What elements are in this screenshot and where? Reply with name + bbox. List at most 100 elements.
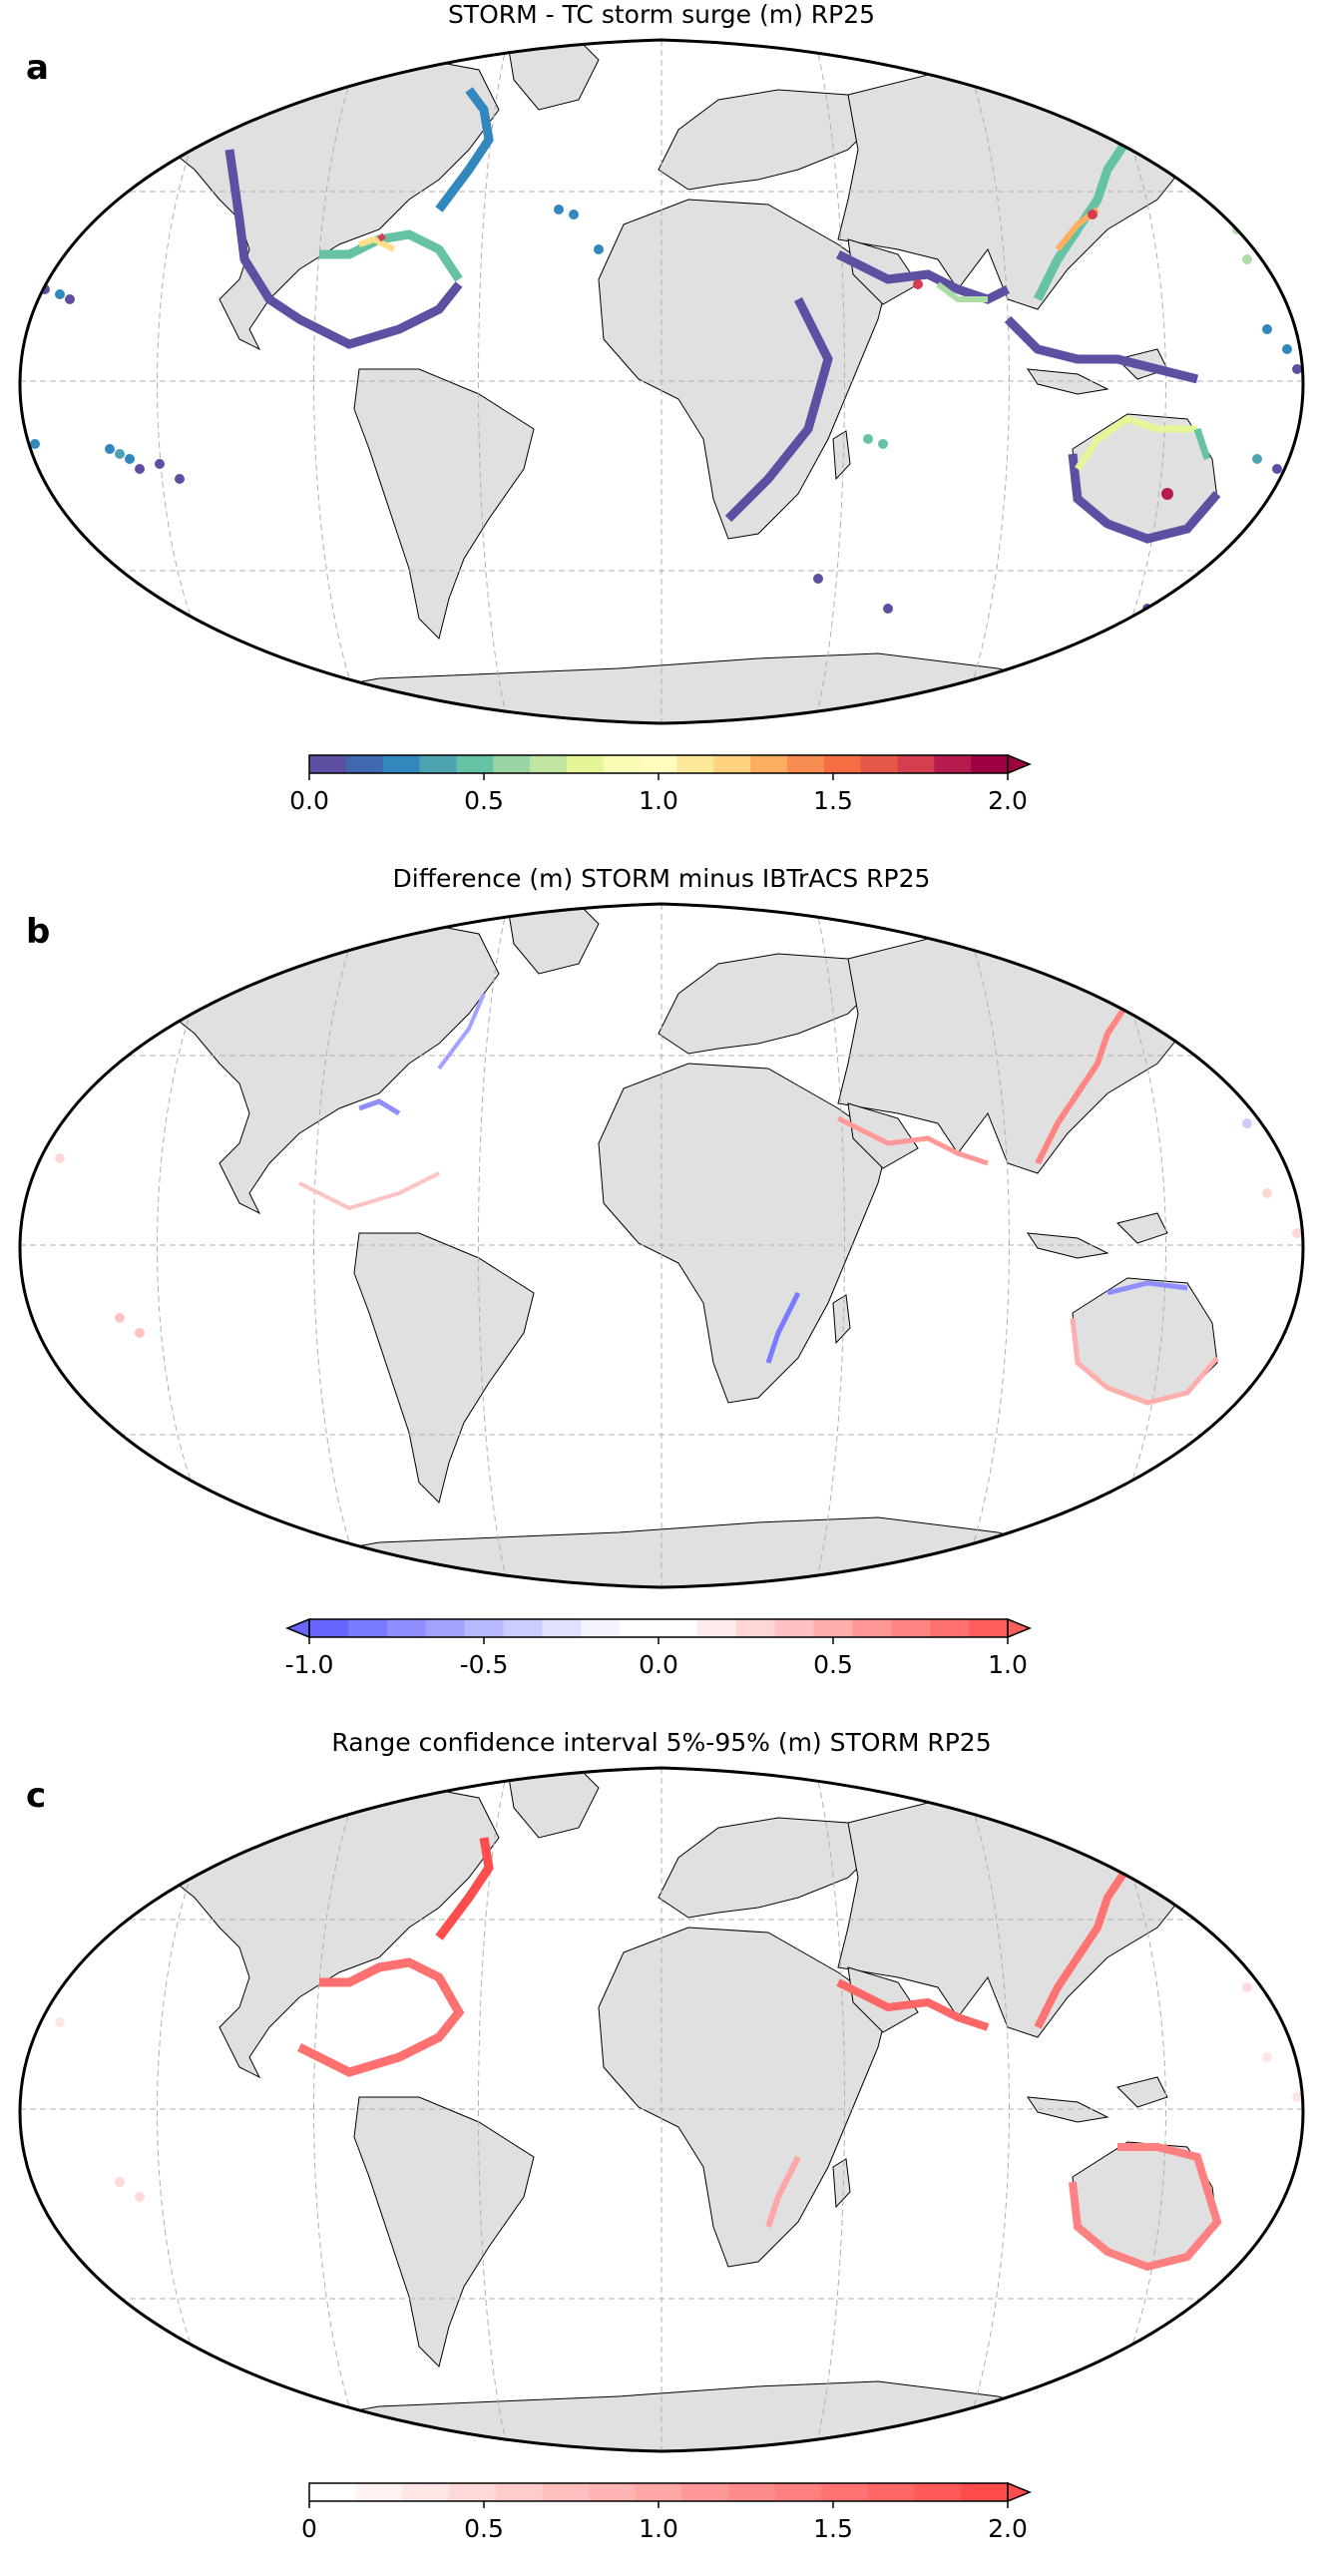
difference-east-asia-positive [1035,1002,1130,1165]
colorbar-segment [503,1619,543,1637]
difference-india-positive [836,1115,989,1166]
colorbar-extend-max [1007,2481,1032,2503]
panel-letter: b [26,912,51,952]
surge-coast-australia-east [1193,427,1211,461]
colorbar-segment [309,755,347,773]
colorbar-segment [774,1619,815,1637]
surge-coast-americas [224,149,463,349]
colorbar-tick-label: 0.5 [813,1650,853,1679]
colorbar-segment [386,1619,427,1637]
colorbar-segment [449,2483,497,2501]
difference-mozambique-negative [765,1291,801,1364]
colorbar-segment [640,755,677,773]
colorbar-segment [728,2483,776,2501]
surge-coast-gulf-high [358,235,396,252]
land-shapes [149,1768,1218,2451]
range-east-asia [1034,1865,1131,2029]
colorbar-tick-label: -0.5 [460,1650,509,1679]
map-outline [18,1766,1305,2453]
surge-peak-china [1088,210,1098,219]
colorbar: 0 0.5 1.0 1.5 2.0 [301,2481,1032,2543]
colorbar-segment [860,755,898,773]
colorbar-extend-max [1007,753,1032,775]
panel-title: STORM - TC storm surge (m) RP25 [447,0,876,29]
panel-letter: c [26,1776,47,1816]
difference-us-east-negative [437,993,486,1071]
colorbar-tick-label: 1.0 [639,2514,678,2543]
surge-coast-indonesia [1004,315,1199,384]
world-map: 0.0 0.5 1.0 1.5 2.0 [18,38,1305,815]
difference-gulf-negative [358,1098,401,1116]
colorbar-extend-min [285,1617,310,1639]
colorbar-segment [969,1619,1009,1637]
colorbar-segment [493,755,531,773]
colorbar-segment [774,2483,822,2501]
colorbar-segment [309,2483,357,2501]
colorbar-segment [868,2483,916,2501]
colorbar-tick-label: 1.5 [813,2514,853,2543]
world-map: 0 0.5 1.0 1.5 2.0 [18,1766,1305,2543]
colorbar-segment [750,755,788,773]
surge-coast-australia-north [1075,415,1197,471]
colorbar-segment [891,1619,931,1637]
map-outline [18,38,1305,725]
surge-peak-india [913,279,923,289]
colorbar-segment [589,2483,637,2501]
colorbar-segment [735,1619,776,1637]
colorbar-tick-label: 0.0 [639,1650,678,1679]
colorbar-tick-label: 2.0 [988,786,1028,815]
colorbar-tick-label: 0.0 [289,786,329,815]
colorbar-segment [897,755,935,773]
colorbar-segment [681,2483,729,2501]
colorbar-segment [961,2483,1009,2501]
colorbar-segment [425,1619,466,1637]
colorbar-tick-label: -1.0 [285,1650,334,1679]
land-shapes [149,40,1218,723]
colorbar-segment [530,755,568,773]
colorbar-segment [542,2483,590,2501]
surge-coast-gulf-peak [377,232,386,242]
colorbar-segment [464,1619,504,1637]
colorbar-segment [566,755,605,773]
colorbar-tick-label: 0.5 [464,2514,504,2543]
colorbar-segment [713,755,751,773]
panel-title: Range confidence interval 5%-95% (m) STO… [331,1728,992,1757]
range-us-east [435,1837,494,1940]
land-shapes [149,904,1218,1587]
colorbar-segment [495,2483,543,2501]
colorbar-segment [821,2483,869,2501]
surge-coast-australia-south [1068,453,1221,544]
colorbar-segment [786,755,825,773]
surge-peak-australia [1161,488,1173,500]
colorbar-segment [355,2483,403,2501]
panel-letter: a [26,48,49,88]
colorbar-tick-label: 0 [301,2514,317,2543]
colorbar-segment [620,1619,660,1637]
range-gulf-caribbean [296,1957,465,2077]
difference-central-america-positive [298,1171,440,1211]
colorbar-segment [823,755,862,773]
panel-c: Range confidence interval 5%-95% (m) STO… [0,1728,1323,2576]
colorbar-segment [852,1619,892,1637]
colorbar-tick-label: 1.0 [639,786,678,815]
colorbar-segment [971,755,1009,773]
surge-coast-us-east [435,87,494,213]
surge-coast-east-africa [724,296,833,523]
range-australia [1069,2143,1222,2272]
map-outline [18,902,1305,1589]
colorbar-segment [456,755,494,773]
difference-australia-positive [1070,1317,1219,1406]
difference-australia-north-negative [1106,1280,1188,1296]
world-map: -1.0 -0.5 0.0 0.5 1.0 [18,902,1305,1679]
surge-coast-arabia-india [835,249,1011,304]
colorbar-segment [347,1619,388,1637]
colorbar-segment [813,1619,853,1637]
colorbar-segment [382,755,421,773]
colorbar: -1.0 -0.5 0.0 0.5 1.0 [285,1617,1032,1679]
surge-coast-gulf [319,229,463,282]
colorbar-extend-max [1007,1617,1032,1639]
range-india [836,1978,990,2031]
colorbar-tick-label: 0.5 [464,786,504,815]
colorbar-segment [309,1619,349,1637]
difference-island-dots [55,1118,1302,1338]
